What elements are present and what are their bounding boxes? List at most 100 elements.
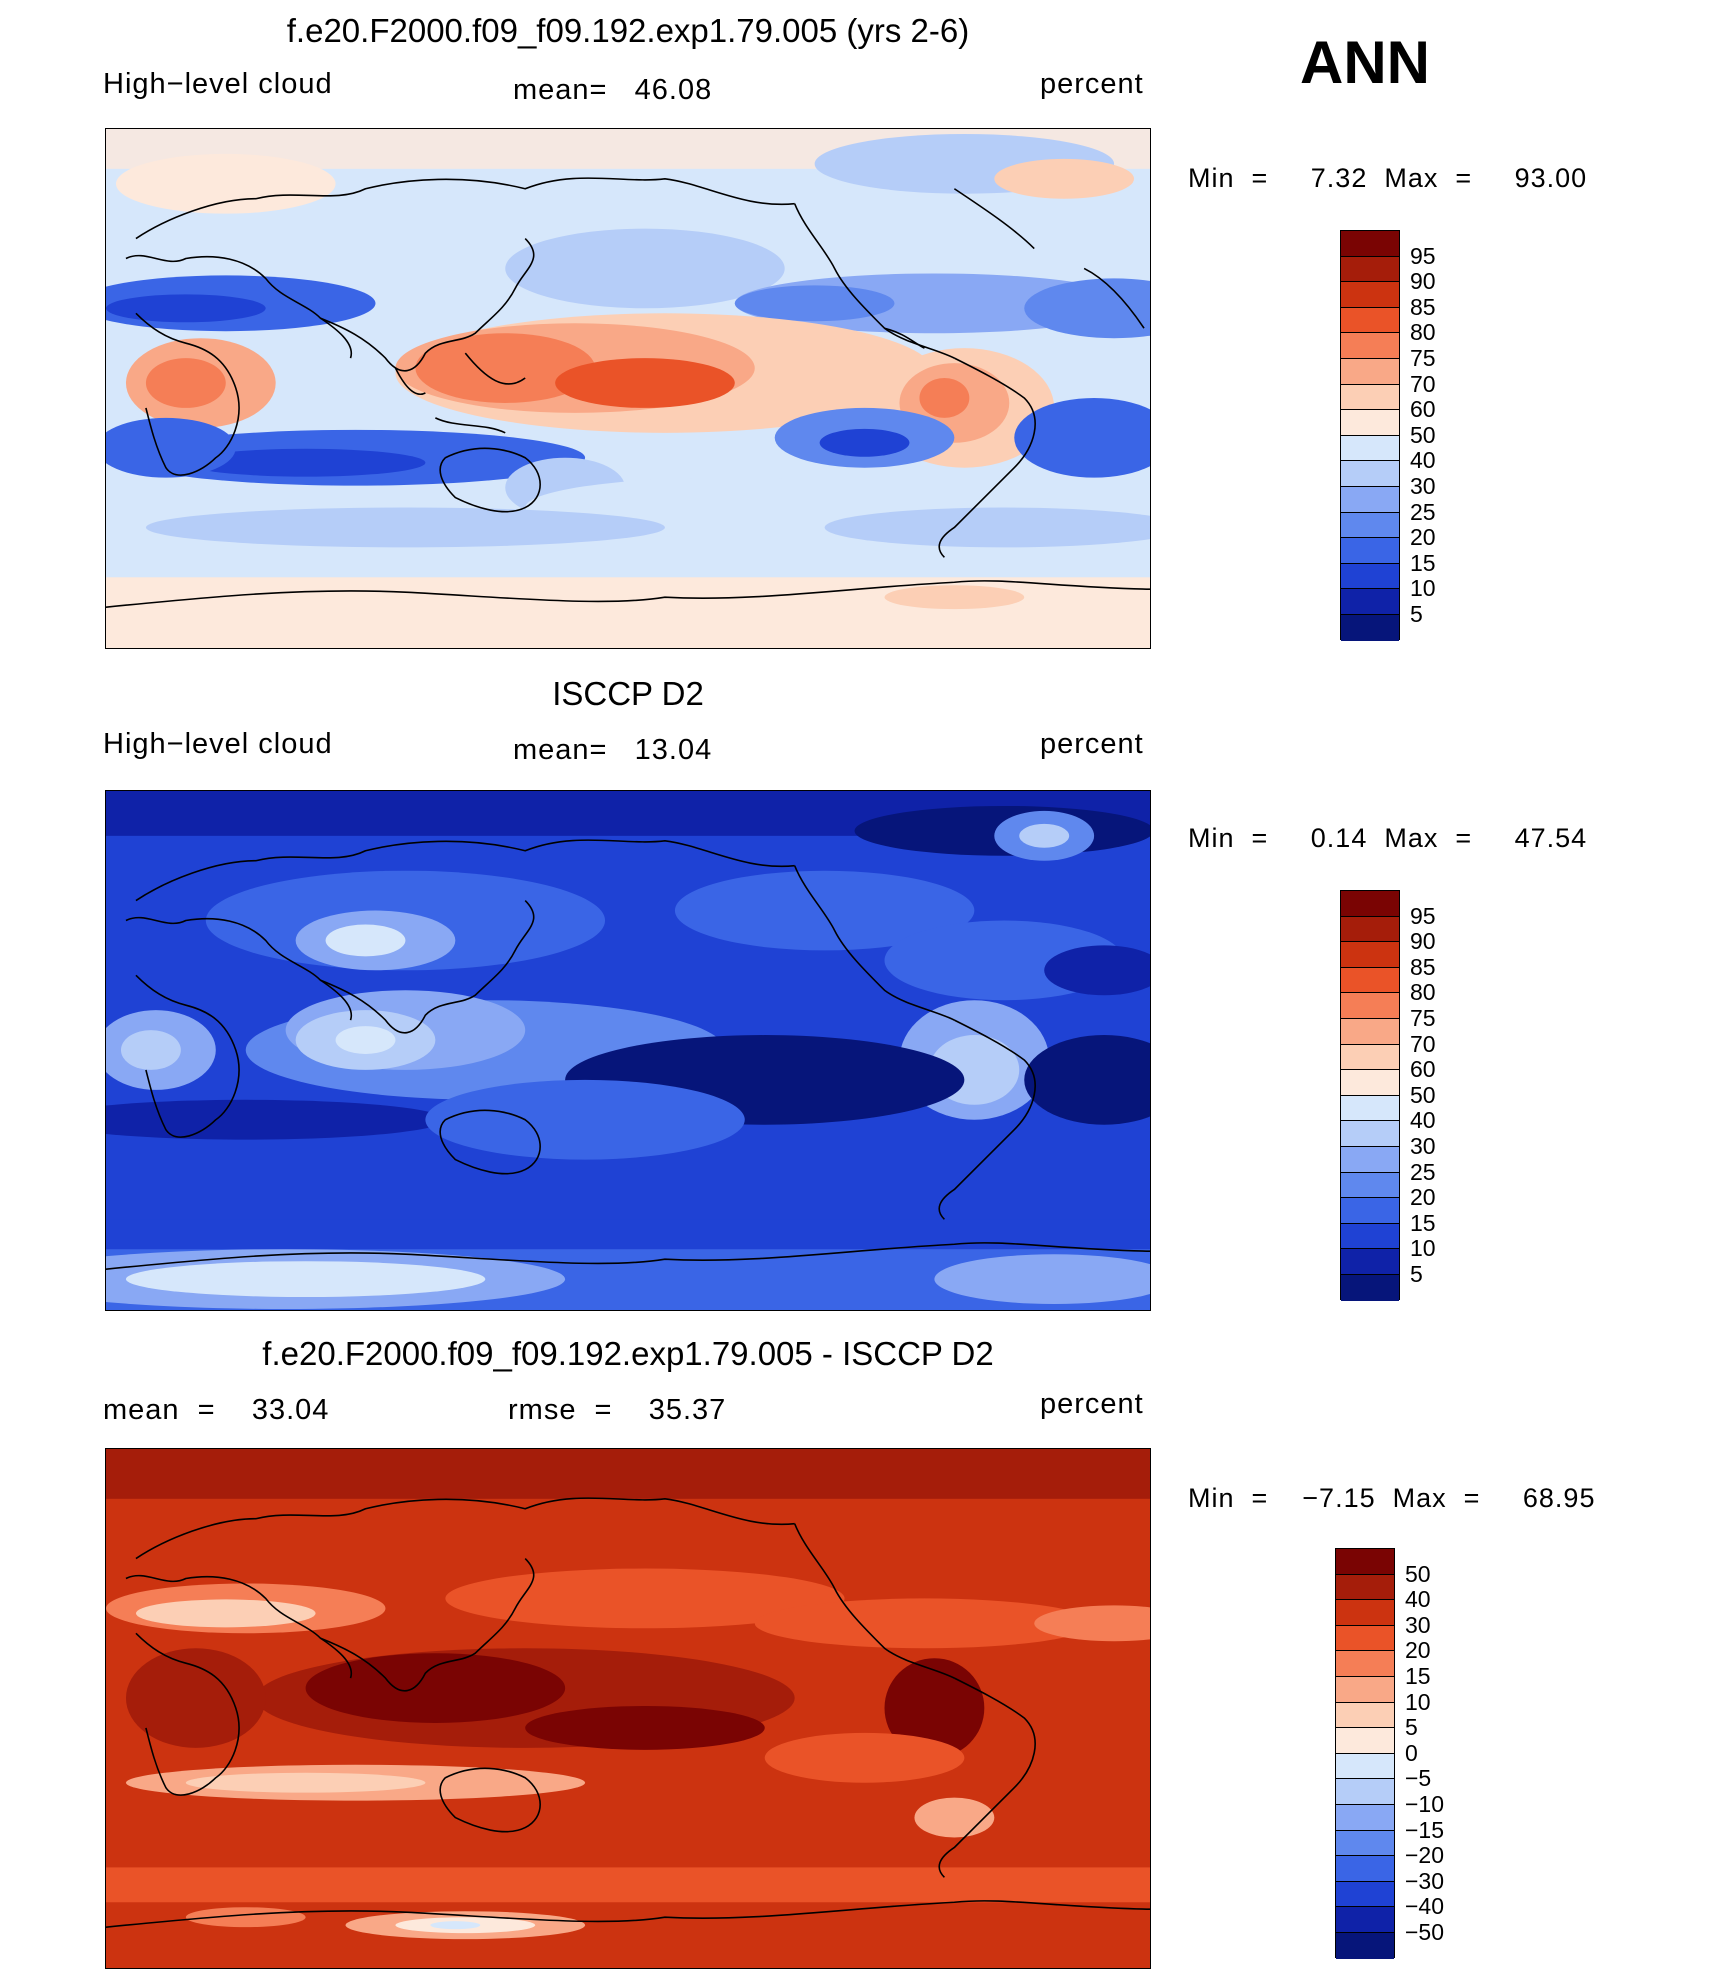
colorbar-swatch bbox=[1341, 538, 1399, 564]
colorbar-tick-label: 0 bbox=[1405, 1739, 1418, 1766]
colorbar-swatch bbox=[1341, 231, 1399, 257]
colorbar-swatch bbox=[1341, 891, 1399, 917]
colorbar-tick-label: 10 bbox=[1405, 1688, 1431, 1715]
colorbar-tick-label: −5 bbox=[1405, 1765, 1432, 1792]
colorbar-swatch bbox=[1341, 384, 1399, 411]
colorbar-swatch bbox=[1336, 1753, 1394, 1780]
colorbar-tick-label: 20 bbox=[1410, 1184, 1436, 1211]
colorbar-swatch bbox=[1341, 614, 1399, 641]
colorbar-tick-label: 20 bbox=[1410, 524, 1436, 551]
colorbar-tick-label: −20 bbox=[1405, 1842, 1445, 1869]
colorbar-tick-label: 15 bbox=[1410, 549, 1436, 576]
colorbar-tick-label: 25 bbox=[1410, 1158, 1436, 1185]
panel-1-units-label: percent bbox=[1040, 68, 1144, 100]
colorbar-swatch bbox=[1336, 1932, 1394, 1959]
colorbar-swatch bbox=[1336, 1676, 1394, 1703]
colorbar-tick-label: 95 bbox=[1410, 242, 1436, 269]
colorbar-swatch bbox=[1341, 256, 1399, 283]
colorbar-tick-label: 5 bbox=[1405, 1714, 1418, 1741]
colorbar-tick-label: −40 bbox=[1405, 1893, 1445, 1920]
colorbar-tick-label: 25 bbox=[1410, 498, 1436, 525]
panel-1-title: f.e20.F2000.f09_f09.192.exp1.79.005 (yrs… bbox=[286, 12, 970, 49]
panel-3-mean-label: mean = 33.04 bbox=[103, 1394, 330, 1426]
colorbar-tick-label: 15 bbox=[1405, 1663, 1431, 1689]
colorbar-tick-label: −30 bbox=[1405, 1867, 1445, 1894]
colorbar-swatch bbox=[1341, 942, 1399, 968]
colorbar-tick-label: 50 bbox=[1410, 1081, 1436, 1108]
panel-3-rmse-label: rmse = 35.37 bbox=[508, 1394, 727, 1426]
colorbar-swatch bbox=[1341, 307, 1399, 334]
colorbar-tick-label: 80 bbox=[1410, 319, 1436, 346]
colorbar-swatch bbox=[1336, 1600, 1394, 1626]
colorbar-tick-label: 30 bbox=[1410, 1133, 1436, 1159]
colorbar-tick-label: 90 bbox=[1410, 268, 1436, 295]
colorbar-tick-label: 5 bbox=[1410, 601, 1423, 627]
colorbar-swatch bbox=[1341, 512, 1399, 539]
colorbar-tick-label: 5 bbox=[1410, 1261, 1423, 1287]
colorbar-tick-label: −50 bbox=[1405, 1919, 1445, 1945]
colorbar-swatch bbox=[1341, 358, 1399, 385]
panel-2-mean-label: mean= 13.04 bbox=[513, 734, 713, 766]
colorbar-tick-label: 85 bbox=[1410, 293, 1436, 320]
colorbar-tick-label: 80 bbox=[1410, 979, 1436, 1006]
colorbar-tick-label: 85 bbox=[1410, 953, 1436, 980]
colorbar-swatch bbox=[1341, 1095, 1399, 1122]
colorbar-tick-label: 60 bbox=[1410, 396, 1436, 423]
colorbar-swatch bbox=[1341, 1274, 1399, 1301]
colorbar-tick-label: 10 bbox=[1410, 1235, 1436, 1262]
panel-1-mean-label: mean= 46.08 bbox=[513, 74, 713, 106]
colorbar-tick-label: 75 bbox=[1410, 1005, 1436, 1031]
panel-2-variable-label: High−level cloud bbox=[103, 728, 333, 760]
colorbar-swatch bbox=[1336, 1804, 1394, 1831]
colorbar-swatch bbox=[1341, 1018, 1399, 1045]
colorbar-swatch bbox=[1336, 1702, 1394, 1729]
colorbar-swatch bbox=[1336, 1549, 1394, 1575]
colorbar-swatch bbox=[1341, 1070, 1399, 1096]
colorbar-swatches bbox=[1340, 230, 1400, 641]
colorbar-tick-label: 40 bbox=[1410, 1107, 1436, 1134]
colorbar-swatch bbox=[1341, 435, 1399, 462]
colorbar-swatch bbox=[1336, 1907, 1394, 1933]
colorbar-tick-label: −10 bbox=[1405, 1791, 1445, 1817]
colorbar-tick-label: 30 bbox=[1405, 1611, 1431, 1638]
colorbar-swatch bbox=[1341, 967, 1399, 994]
colorbar-tick-label: 60 bbox=[1410, 1056, 1436, 1083]
colorbar-swatch bbox=[1341, 461, 1399, 487]
colorbar-swatch bbox=[1341, 1223, 1399, 1250]
colorbar-swatch bbox=[1336, 1830, 1394, 1857]
colorbar-swatch bbox=[1341, 1172, 1399, 1199]
colorbar-tick-label: 20 bbox=[1405, 1637, 1431, 1664]
panel-2-min-max: Min = 0.14 Max = 47.54 bbox=[1188, 823, 1588, 853]
colorbar-swatch bbox=[1336, 1728, 1394, 1754]
difference-map bbox=[106, 1449, 1150, 1968]
colorbar-tick-label: 50 bbox=[1405, 1560, 1431, 1587]
colorbar-swatch bbox=[1341, 993, 1399, 1019]
panel-3-min-max: Min = −7.15 Max = 68.95 bbox=[1188, 1483, 1596, 1513]
colorbar-swatch bbox=[1341, 563, 1399, 590]
colorbar-swatch bbox=[1341, 486, 1399, 513]
panel-2-title: ISCCP D2 bbox=[552, 675, 704, 712]
colorbar-tick-label: 40 bbox=[1410, 447, 1436, 474]
colorbar-tick-label: 40 bbox=[1405, 1586, 1431, 1613]
colorbar-tick-label: 95 bbox=[1410, 902, 1436, 929]
colorbar-swatches bbox=[1340, 890, 1400, 1301]
colorbar-tick-label: 30 bbox=[1410, 473, 1436, 499]
colorbar-swatch bbox=[1336, 1856, 1394, 1882]
panel-1-min-max: Min = 7.32 Max = 93.00 bbox=[1188, 163, 1588, 193]
colorbar-tick-label: 90 bbox=[1410, 928, 1436, 955]
colorbar-tick-label: 15 bbox=[1410, 1209, 1436, 1236]
colorbar-tick-label: 10 bbox=[1410, 575, 1436, 602]
colorbar-tick-label: 75 bbox=[1410, 345, 1436, 371]
colorbar-tick-label: 70 bbox=[1410, 370, 1436, 397]
observed-cloud-map bbox=[106, 791, 1150, 1310]
colorbar-swatch bbox=[1336, 1574, 1394, 1601]
panel-2-units-label: percent bbox=[1040, 728, 1144, 760]
colorbar-swatch bbox=[1341, 333, 1399, 359]
panel-3-map bbox=[105, 1448, 1151, 1969]
colorbar-swatches bbox=[1335, 1548, 1395, 1959]
colorbar-swatch bbox=[1341, 282, 1399, 308]
panel-1-map bbox=[105, 128, 1151, 649]
colorbar-swatch bbox=[1341, 589, 1399, 615]
colorbar-swatch bbox=[1341, 1146, 1399, 1173]
colorbar-tick-label: 50 bbox=[1410, 421, 1436, 448]
